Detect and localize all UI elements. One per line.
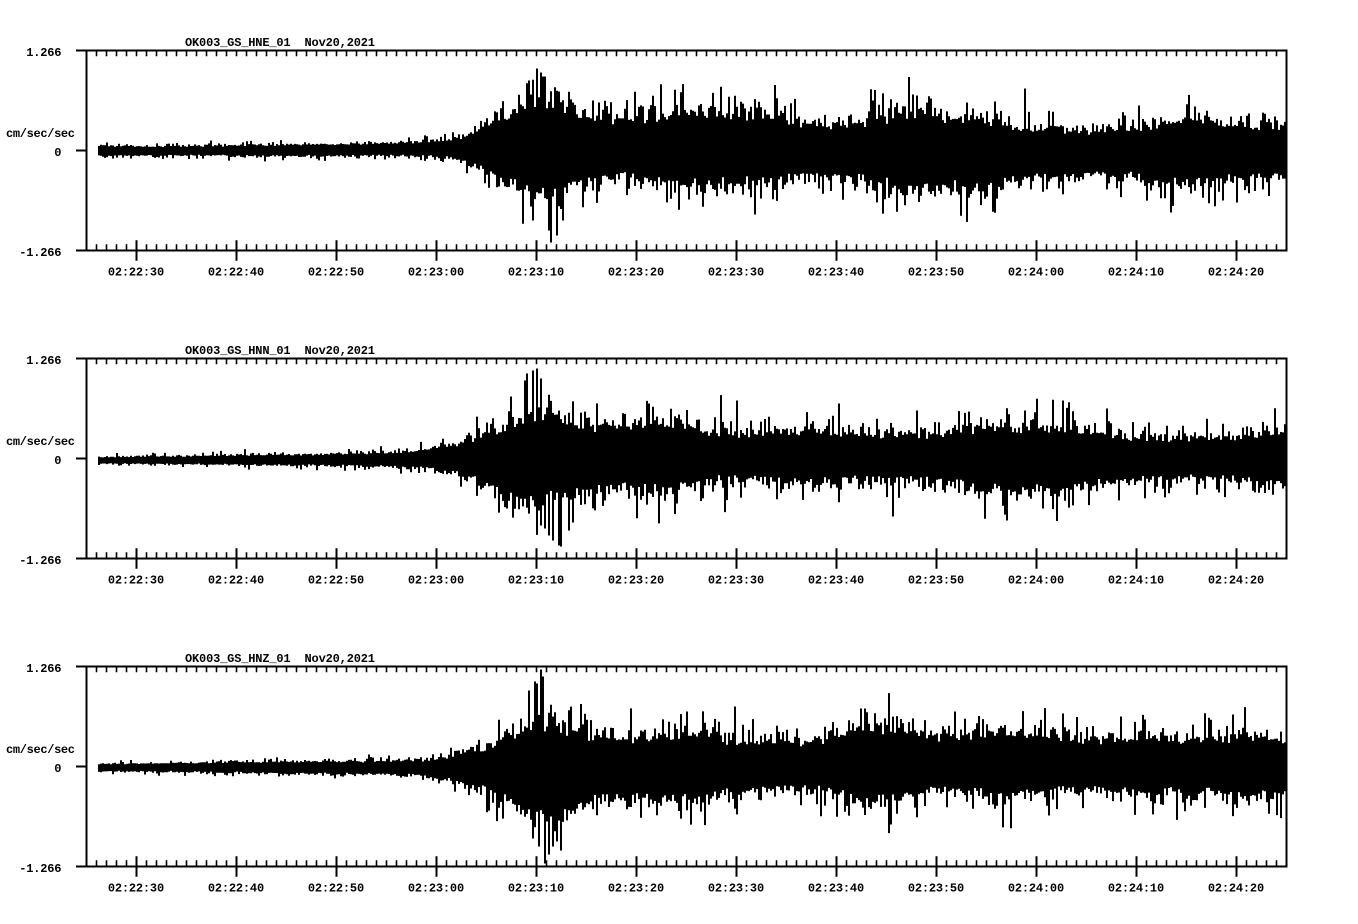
svg-text:1.266: 1.266 bbox=[26, 662, 61, 676]
svg-text:02:23:30: 02:23:30 bbox=[708, 574, 764, 588]
svg-text:-1.266: -1.266 bbox=[19, 862, 61, 876]
svg-text:cm/sec/sec: cm/sec/sec bbox=[6, 127, 75, 141]
svg-text:OK003_GS_HNN_01 Nov20,2021: OK003_GS_HNN_01 Nov20,2021 bbox=[185, 344, 375, 358]
svg-text:02:22:30: 02:22:30 bbox=[108, 574, 164, 588]
svg-text:02:24:10: 02:24:10 bbox=[1108, 574, 1164, 588]
svg-text:02:24:00: 02:24:00 bbox=[1008, 882, 1064, 896]
svg-text:02:24:20: 02:24:20 bbox=[1208, 882, 1264, 896]
svg-text:0: 0 bbox=[54, 454, 61, 468]
svg-text:02:22:30: 02:22:30 bbox=[108, 882, 164, 896]
svg-text:02:24:10: 02:24:10 bbox=[1108, 882, 1164, 896]
svg-text:1.266: 1.266 bbox=[26, 354, 61, 368]
svg-text:02:23:10: 02:23:10 bbox=[508, 882, 564, 896]
svg-text:02:23:10: 02:23:10 bbox=[508, 266, 564, 280]
svg-text:02:23:50: 02:23:50 bbox=[908, 574, 964, 588]
svg-text:-1.266: -1.266 bbox=[19, 246, 61, 260]
svg-text:02:23:30: 02:23:30 bbox=[708, 266, 764, 280]
svg-text:02:23:20: 02:23:20 bbox=[608, 266, 664, 280]
svg-text:1.266: 1.266 bbox=[26, 46, 61, 60]
svg-text:0: 0 bbox=[54, 146, 61, 160]
svg-text:02:22:40: 02:22:40 bbox=[208, 266, 264, 280]
svg-text:02:22:50: 02:22:50 bbox=[308, 266, 364, 280]
svg-text:02:23:20: 02:23:20 bbox=[608, 882, 664, 896]
svg-text:02:22:40: 02:22:40 bbox=[208, 574, 264, 588]
svg-text:02:23:10: 02:23:10 bbox=[508, 574, 564, 588]
svg-text:02:22:50: 02:22:50 bbox=[308, 882, 364, 896]
svg-text:02:23:00: 02:23:00 bbox=[408, 266, 464, 280]
svg-text:OK003_GS_HNZ_01 Nov20,2021: OK003_GS_HNZ_01 Nov20,2021 bbox=[185, 652, 375, 666]
svg-text:02:24:00: 02:24:00 bbox=[1008, 266, 1064, 280]
svg-text:02:23:40: 02:23:40 bbox=[808, 266, 864, 280]
svg-text:OK003_GS_HNE_01 Nov20,2021: OK003_GS_HNE_01 Nov20,2021 bbox=[185, 36, 375, 50]
svg-text:02:22:50: 02:22:50 bbox=[308, 574, 364, 588]
svg-text:cm/sec/sec: cm/sec/sec bbox=[6, 435, 75, 449]
svg-text:0: 0 bbox=[54, 762, 61, 776]
svg-text:02:24:20: 02:24:20 bbox=[1208, 266, 1264, 280]
svg-text:02:23:50: 02:23:50 bbox=[908, 266, 964, 280]
svg-text:-1.266: -1.266 bbox=[19, 554, 61, 568]
svg-text:02:22:40: 02:22:40 bbox=[208, 882, 264, 896]
svg-text:02:23:40: 02:23:40 bbox=[808, 574, 864, 588]
svg-text:02:23:30: 02:23:30 bbox=[708, 882, 764, 896]
svg-text:02:24:10: 02:24:10 bbox=[1108, 266, 1164, 280]
svg-text:02:24:00: 02:24:00 bbox=[1008, 574, 1064, 588]
svg-text:02:23:00: 02:23:00 bbox=[408, 882, 464, 896]
svg-text:02:23:20: 02:23:20 bbox=[608, 574, 664, 588]
svg-text:02:22:30: 02:22:30 bbox=[108, 266, 164, 280]
svg-text:02:23:40: 02:23:40 bbox=[808, 882, 864, 896]
svg-text:02:23:00: 02:23:00 bbox=[408, 574, 464, 588]
svg-text:02:23:50: 02:23:50 bbox=[908, 882, 964, 896]
svg-text:cm/sec/sec: cm/sec/sec bbox=[6, 743, 75, 757]
svg-text:02:24:20: 02:24:20 bbox=[1208, 574, 1264, 588]
